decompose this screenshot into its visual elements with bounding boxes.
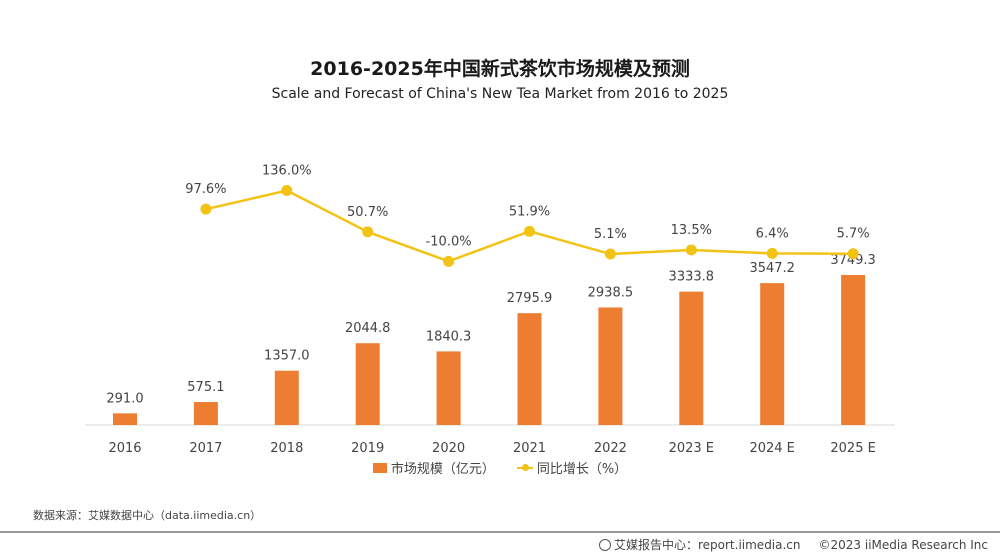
legend-item-growth: 同比增长（%） (516, 458, 628, 477)
footer-copyright: ©2023 iiMedia Research Inc (818, 537, 988, 552)
growth-data-label: 136.0% (262, 164, 312, 179)
x-tick-label: 2020 (432, 441, 465, 456)
x-tick-label: 2023 E (669, 441, 714, 456)
legend-line-swatch (516, 463, 533, 471)
bar-data-label: 2795.9 (507, 291, 553, 306)
legend: 市场规模（亿元） 同比增长（%） (0, 458, 1000, 477)
x-tick-label: 2022 (594, 441, 627, 456)
growth-point (443, 255, 455, 267)
bar (679, 291, 704, 425)
x-tick-label: 2018 (270, 441, 303, 456)
globe-icon (598, 539, 611, 551)
bar-data-label: 2938.5 (588, 285, 634, 300)
bar (274, 370, 299, 425)
x-tick-label: 2019 (351, 441, 384, 456)
growth-point (362, 226, 374, 238)
growth-data-label: 13.5% (671, 223, 712, 238)
bar-data-label: 3749.3 (830, 253, 876, 268)
growth-data-label: 5.7% (837, 227, 870, 242)
growth-data-label: -10.0% (426, 234, 472, 249)
legend-label: 市场规模（亿元） (390, 462, 495, 477)
x-tick-label: 2025 E (830, 441, 875, 456)
data-source: 数据来源：艾媒数据中心（data.iimedia.cn） (33, 509, 262, 522)
growth-data-label: 5.1% (594, 227, 627, 242)
growth-data-label: 6.4% (756, 226, 789, 241)
growth-point (604, 248, 616, 260)
footer-report-text: 艾媒报告中心：report.iimedia.cn (613, 538, 801, 552)
growth-point (847, 248, 859, 260)
bar-data-label: 575.1 (187, 380, 224, 395)
bar-data-label: 1357.0 (264, 349, 310, 364)
footer: 艾媒报告中心：report.iimedia.cn ©2023 iiMedia R… (598, 536, 988, 553)
x-tick-label: 2016 (108, 441, 141, 456)
bar-data-label: 3547.2 (749, 261, 795, 276)
bar-data-label: 3333.8 (669, 270, 715, 285)
bar-data-label: 291.0 (106, 391, 143, 406)
chart-subtitle: Scale and Forecast of China's New Tea Ma… (271, 86, 729, 102)
growth-data-label: 97.6% (185, 182, 226, 197)
growth-point (524, 225, 535, 237)
bar (113, 413, 137, 425)
growth-point (766, 247, 778, 259)
divider (0, 531, 1000, 533)
footer-report: 艾媒报告中心：report.iimedia.cn (598, 536, 801, 553)
bar (841, 275, 866, 425)
x-tick-label: 2021 (513, 441, 546, 456)
growth-point (200, 203, 212, 215)
bar (193, 401, 218, 425)
bar-data-label: 1840.3 (426, 329, 472, 344)
chart-title: 2016-2025年中国新式茶饮市场规模及预测 (310, 58, 690, 80)
growth-data-label: 51.9% (509, 204, 550, 219)
growth-data-label: 50.7% (347, 205, 388, 220)
bar (760, 283, 785, 425)
growth-point (281, 185, 293, 197)
legend-bar-swatch (372, 462, 387, 473)
bar (355, 343, 380, 425)
x-tick-label: 2024 E (749, 441, 794, 456)
bar (436, 351, 461, 425)
growth-point (685, 244, 697, 256)
legend-item-market-size: 市场规模（亿元） (372, 458, 495, 477)
bar-data-label: 2044.8 (345, 321, 391, 336)
x-tick-label: 2017 (189, 441, 222, 456)
bar (517, 313, 542, 425)
bar (598, 307, 623, 425)
legend-label: 同比增长（%） (536, 462, 628, 477)
